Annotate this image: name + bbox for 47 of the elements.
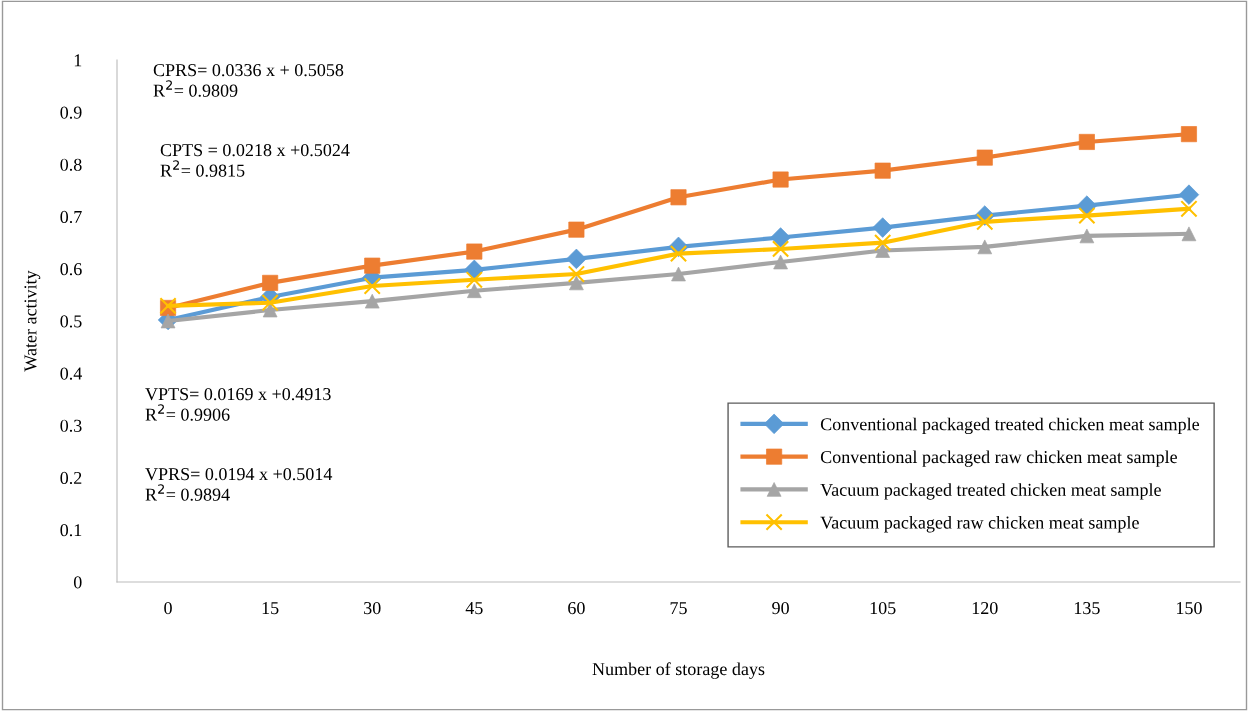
point bbox=[1178, 184, 1200, 205]
point bbox=[566, 248, 587, 270]
x-tick-label: 75 bbox=[670, 602, 687, 615]
x-tick-label: 30 bbox=[364, 601, 381, 615]
y-tick-label: 0.5 bbox=[60, 315, 82, 328]
legend-label: Conventional packaged treated chicken meat sample bbox=[820, 417, 1200, 435]
y-tick-label: 0.1 bbox=[60, 524, 82, 537]
point bbox=[976, 213, 994, 231]
point bbox=[467, 283, 482, 299]
point bbox=[1078, 206, 1096, 225]
point bbox=[1180, 200, 1198, 218]
y-tick-label: 0.4 bbox=[60, 367, 82, 380]
x-tick-label: 15 bbox=[262, 602, 279, 615]
y-tick-label: 0.8 bbox=[60, 158, 82, 171]
point bbox=[567, 265, 586, 283]
point bbox=[261, 294, 279, 312]
y-tick-label: 0.6 bbox=[60, 263, 82, 276]
annotation: CPRS= 0.0336 x + 0.5058 R$^{2}$= 0.9809 bbox=[153, 64, 344, 97]
x-tick-label: 45 bbox=[465, 602, 483, 615]
x-tick-label: 135 bbox=[1074, 602, 1100, 615]
annotation: VPRS= 0.0194 x +0.5014 R$^{2}$= 0.9894 bbox=[145, 468, 333, 501]
x-axis-title: Number of storage days bbox=[592, 662, 765, 679]
annotation: CPTS = 0.0218 x +0.5024 R$^{2}$= 0.9815 bbox=[160, 144, 350, 177]
y-tick-label: 0.3 bbox=[60, 419, 82, 432]
point bbox=[669, 244, 688, 263]
legend-label: Vacuum packaged raw chicken meat sample bbox=[820, 516, 1139, 533]
x-tick-label: 60 bbox=[568, 601, 585, 615]
point bbox=[977, 239, 993, 255]
point bbox=[1078, 133, 1095, 150]
y-tick-label: 0 bbox=[73, 576, 82, 589]
x-tick-label: 150 bbox=[1177, 601, 1202, 615]
point bbox=[874, 234, 892, 252]
x-tick-label: 0 bbox=[164, 601, 172, 615]
x-tick-label: 90 bbox=[772, 601, 789, 615]
legend-label: Conventional packaged raw chicken meat sample bbox=[820, 450, 1177, 467]
point bbox=[465, 271, 483, 289]
x-tick-label: 105 bbox=[870, 601, 896, 615]
y-axis-title: Water activity bbox=[24, 270, 41, 372]
point bbox=[771, 240, 790, 258]
point bbox=[363, 277, 381, 295]
y-tick-label: 1 bbox=[74, 54, 82, 67]
y-tick-label: 0.2 bbox=[60, 471, 82, 485]
y-tick-label: 0.9 bbox=[60, 106, 82, 119]
y-tick-label: 0.7 bbox=[60, 210, 82, 224]
annotation: VPTS= 0.0169 x +0.4913 R$^{2}$= 0.9906 bbox=[145, 388, 331, 421]
x-tick-label: 120 bbox=[972, 601, 998, 615]
legend-label: Vacuum packaged treated chicken meat sample bbox=[820, 483, 1161, 500]
